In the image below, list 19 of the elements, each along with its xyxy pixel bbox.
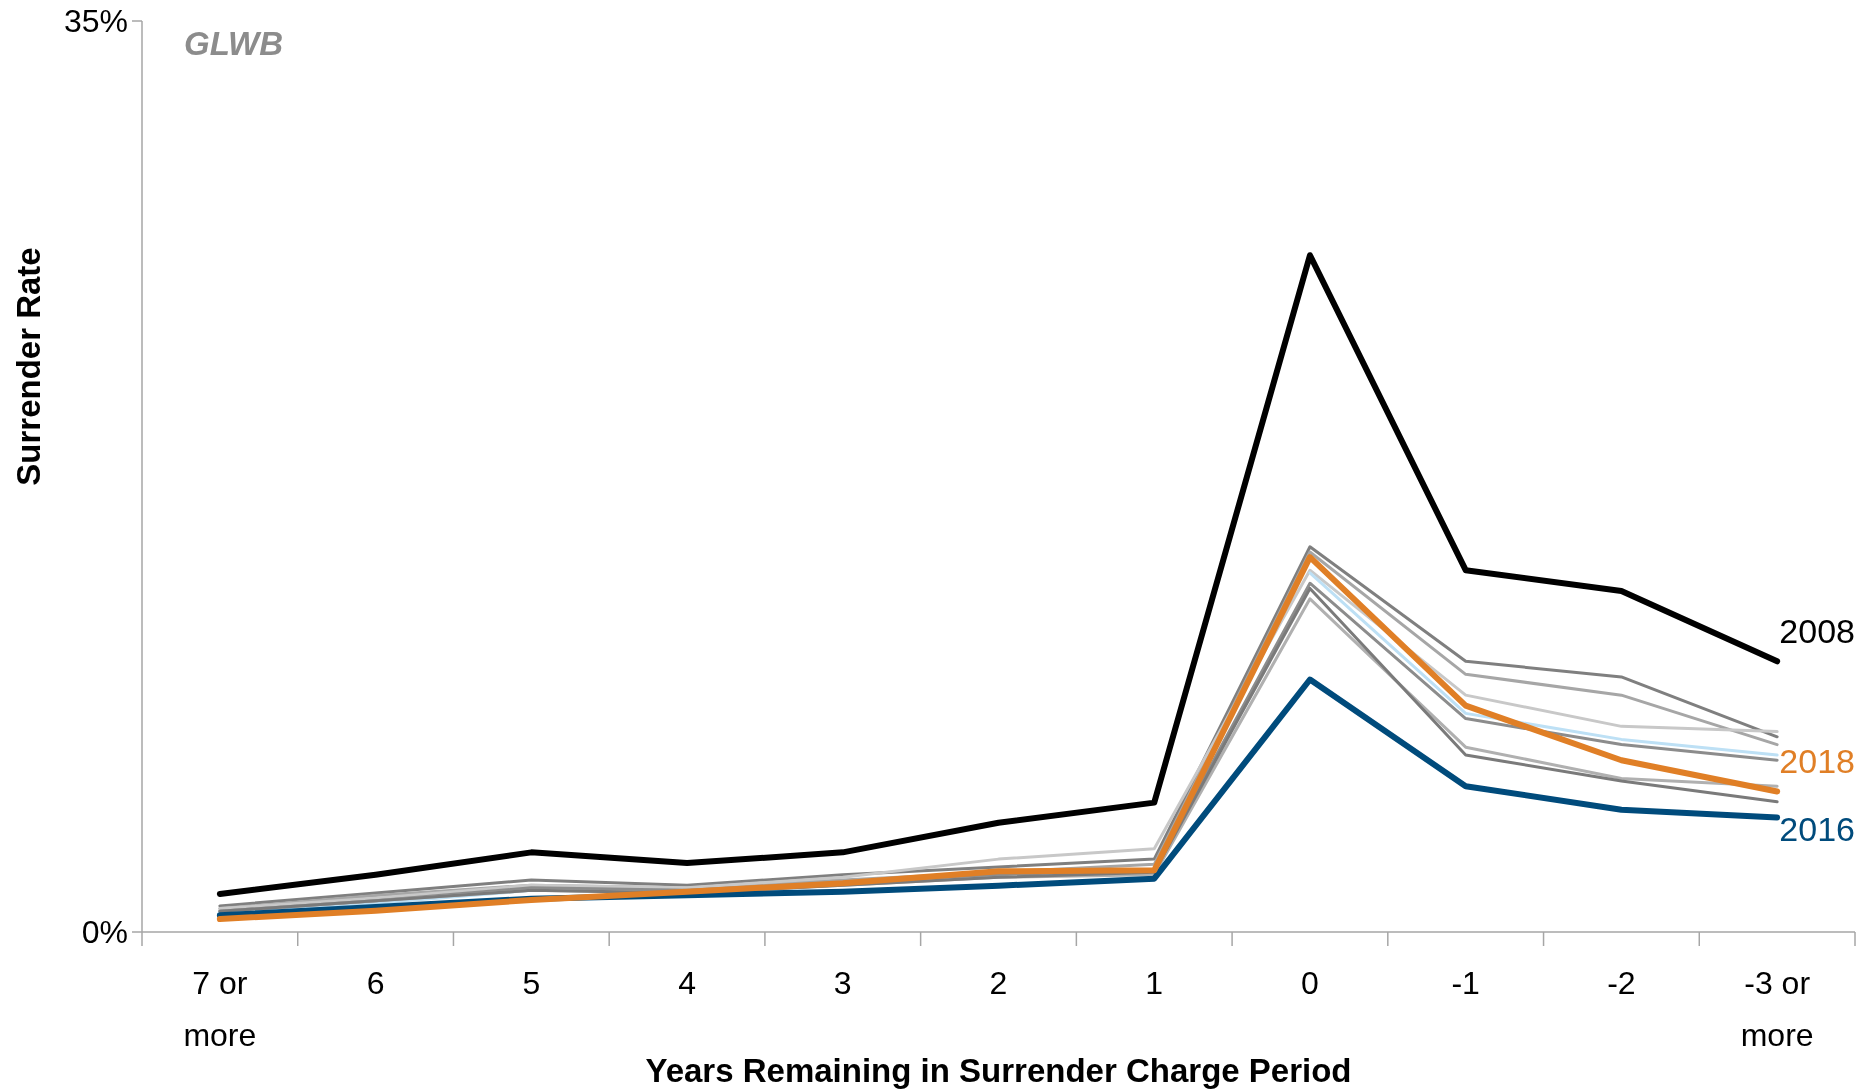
x-tick-label: 6 [366,965,385,1001]
x-tick-label: 5 [522,965,541,1001]
x-tick-label: 0 [1301,965,1319,1001]
x-tick-label: 1 [1145,965,1164,1001]
y-axis-title: Surrender Rate [9,247,47,486]
series-label: 2018 [1779,742,1855,781]
x-tick-label: 4 [678,965,696,1001]
series-label: 2016 [1779,810,1855,849]
x-tick-label: -1 [1451,965,1480,1001]
x-tick-label: 7 or more [183,965,257,1053]
x-axis-title: Years Remaining in Surrender Charge Period [645,1052,1352,1089]
series-label: 2008 [1779,612,1855,651]
y-tick-label: 35% [63,3,128,40]
x-tick-label: -2 [1607,965,1636,1001]
y-tick-label: 0% [81,914,128,951]
x-tick-label: -3 or more [1740,965,1814,1053]
x-tick-label: 2 [989,965,1008,1001]
chart-title: GLWB [184,24,283,62]
x-tick-label: 3 [833,965,852,1001]
